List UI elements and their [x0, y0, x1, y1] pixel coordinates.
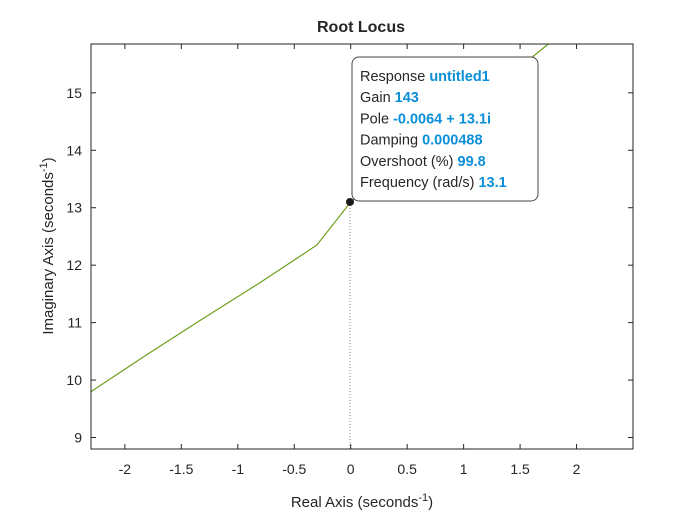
- x-axis-label: Real Axis (seconds-1): [291, 492, 433, 511]
- x-tick-label: 2: [573, 461, 581, 477]
- x-tick-label: -0.5: [282, 461, 306, 477]
- tick-layer: -2 -1.5 -1 -0.5 0 0.5 1 1.5 2 9 10 11 12 13 14 15: [66, 44, 633, 477]
- datatip-label: Overshoot (%): [360, 154, 458, 170]
- datatip-label: Damping: [360, 133, 422, 149]
- datatip-box: [351, 56, 539, 202]
- datatip-label: Pole: [360, 111, 393, 127]
- y-tick-label: 14: [66, 142, 82, 158]
- plot-frame: [90, 43, 634, 450]
- datatip-value: 143: [395, 90, 419, 106]
- datatip-line: Gain 143: [360, 90, 419, 106]
- y-tick-label: 10: [66, 372, 82, 388]
- x-tick-label: 0: [347, 461, 355, 477]
- x-tick-label: -1: [232, 461, 245, 477]
- svg-text:Real Axis (seconds-1): Real Axis (seconds-1): [291, 492, 433, 511]
- datatip-label: Gain: [360, 90, 395, 106]
- x-tick-label: -1.5: [169, 461, 193, 477]
- datatip-value: 99.8: [458, 154, 486, 170]
- y-axis-label-close: ): [40, 157, 57, 162]
- datatip-label: Response: [360, 69, 429, 85]
- x-tick-label: -2: [119, 461, 132, 477]
- datatip-line: Frequency (rad/s) 13.1: [360, 175, 507, 191]
- datatip-line: Overshoot (%) 99.8: [360, 154, 486, 170]
- y-axis-label-text: Imaginary Axis (seconds: [40, 172, 57, 335]
- x-tick-label: 0.5: [397, 461, 417, 477]
- y-axis-label-exponent: -1: [38, 162, 50, 172]
- datatip-line: Response untitled1: [360, 69, 490, 85]
- y-tick-label: 13: [66, 200, 82, 216]
- datatip-value: untitled1: [429, 69, 489, 85]
- datatip-line: Damping 0.000488: [360, 133, 483, 149]
- x-axis-label-text: Real Axis (seconds: [291, 494, 419, 511]
- svg-text:Imaginary Axis (seconds-1): Imaginary Axis (seconds-1): [38, 157, 57, 334]
- y-tick-label: 11: [67, 315, 82, 331]
- chart-title: Root Locus: [317, 19, 405, 36]
- x-axis-label-exponent: -1: [418, 492, 428, 504]
- datatip-line: Pole -0.0064 + 13.1i: [360, 111, 491, 127]
- datatip-value: 13.1: [478, 175, 506, 191]
- datatip-value: 0.000488: [422, 133, 482, 149]
- x-tick-label: 1: [460, 461, 468, 477]
- y-tick-label: 9: [74, 430, 82, 446]
- y-tick-label: 12: [66, 257, 82, 273]
- datatip-label: Frequency (rad/s): [360, 175, 478, 191]
- y-axis-label: Imaginary Axis (seconds-1): [38, 157, 57, 334]
- x-tick-label: 1.5: [510, 461, 530, 477]
- selected-pole-marker: [345, 197, 354, 206]
- datatip-value: -0.0064 + 13.1i: [393, 111, 491, 127]
- x-axis-label-close: ): [428, 494, 433, 511]
- y-tick-label: 15: [66, 85, 82, 101]
